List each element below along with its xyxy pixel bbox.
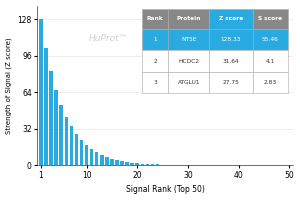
Bar [110, 159, 114, 165]
Bar [120, 161, 124, 165]
Bar [44, 48, 48, 165]
Bar [105, 157, 109, 165]
Y-axis label: Strength of Signal (Z score): Strength of Signal (Z score) [6, 37, 12, 134]
Bar [64, 117, 68, 165]
Bar [70, 126, 73, 165]
Bar [95, 152, 98, 165]
Bar [39, 19, 43, 165]
Bar [146, 164, 149, 165]
Bar [85, 145, 88, 165]
X-axis label: Signal Rank (Top 50): Signal Rank (Top 50) [126, 185, 205, 194]
Bar [156, 164, 159, 165]
Bar [125, 162, 129, 165]
Bar [115, 160, 119, 165]
Bar [54, 90, 58, 165]
Bar [90, 149, 93, 165]
Bar [49, 71, 53, 165]
Bar [140, 164, 144, 165]
Bar [136, 163, 139, 165]
Bar [75, 134, 78, 165]
Bar [130, 163, 134, 165]
Bar [80, 140, 83, 165]
Bar [151, 164, 154, 165]
Bar [100, 155, 103, 165]
Bar [59, 105, 63, 165]
Text: HuProt™: HuProt™ [88, 34, 128, 43]
